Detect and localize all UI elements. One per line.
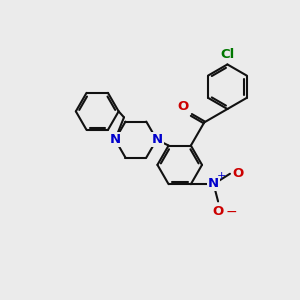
Text: Cl: Cl: [220, 49, 235, 62]
Text: N: N: [152, 133, 163, 146]
Text: N: N: [110, 133, 121, 146]
Text: −: −: [226, 205, 237, 219]
Text: O: O: [178, 100, 189, 113]
Text: O: O: [232, 167, 244, 180]
Text: N: N: [208, 177, 219, 190]
Text: +: +: [216, 171, 226, 181]
Text: O: O: [212, 205, 224, 218]
